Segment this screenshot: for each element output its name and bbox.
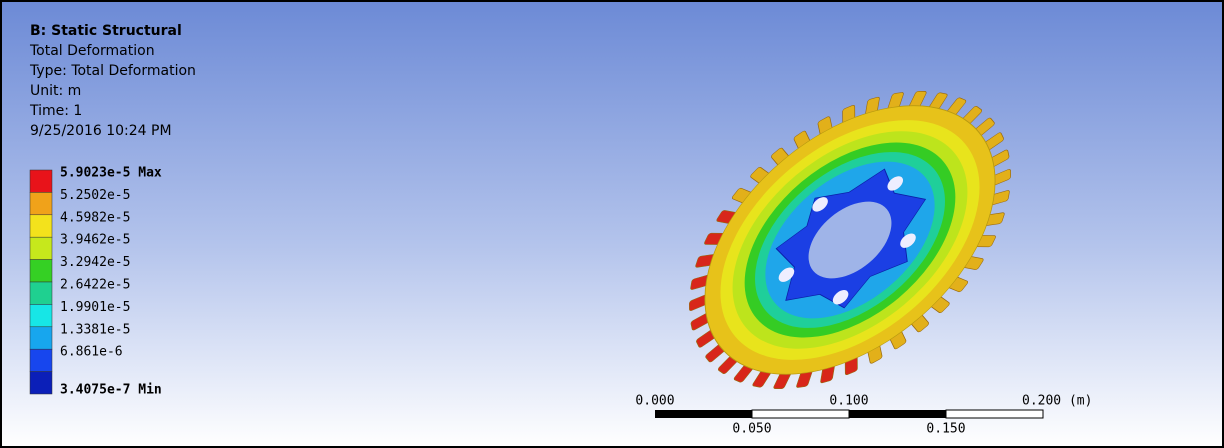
info-line: Total Deformation <box>29 43 155 59</box>
scale-segment <box>655 410 752 418</box>
legend-swatch <box>30 282 52 304</box>
legend-label: 4.5982e-5 <box>60 210 130 225</box>
viewport: 0.000 0.100 0.200 (m) 0.050 0.150 B: Sta… <box>0 0 1224 448</box>
scale-label: 0.000 <box>635 394 674 409</box>
legend-swatch <box>30 215 52 237</box>
analysis-title: B: Static Structural <box>30 23 182 39</box>
legend-swatch <box>30 304 52 326</box>
scale-label: 0.150 <box>926 422 965 437</box>
legend-label: 3.9462e-5 <box>60 233 130 248</box>
legend-swatch <box>30 349 52 371</box>
legend-swatch <box>30 260 52 282</box>
info-line: Unit: m <box>30 83 81 99</box>
info-line: Time: 1 <box>29 103 82 119</box>
scale-label: 0.200 (m) <box>1022 394 1092 409</box>
legend-swatch <box>30 327 52 349</box>
legend-label: 5.9023e-5 Max <box>60 166 162 181</box>
legend-label: 1.3381e-5 <box>60 322 130 337</box>
scale-segment <box>849 410 946 418</box>
legend-label: 5.2502e-5 <box>60 188 130 203</box>
legend-label: 1.9901e-5 <box>60 300 130 315</box>
legend-swatch <box>30 372 52 394</box>
scale-segment <box>946 410 1043 418</box>
legend-label: 3.2942e-5 <box>60 255 130 270</box>
scale-label: 0.050 <box>732 422 771 437</box>
legend-label: 6.861e-6 <box>60 345 123 360</box>
info-line: 9/25/2016 10:24 PM <box>30 123 172 139</box>
legend-label: 2.6422e-5 <box>60 278 130 293</box>
scale-segment <box>752 410 849 418</box>
legend-swatch <box>30 192 52 214</box>
legend-swatch <box>30 237 52 259</box>
legend-swatch <box>30 170 52 192</box>
info-line: Type: Total Deformation <box>29 63 196 79</box>
legend-label: 3.4075e-7 Min <box>60 383 162 398</box>
scale-label: 0.100 <box>829 394 868 409</box>
